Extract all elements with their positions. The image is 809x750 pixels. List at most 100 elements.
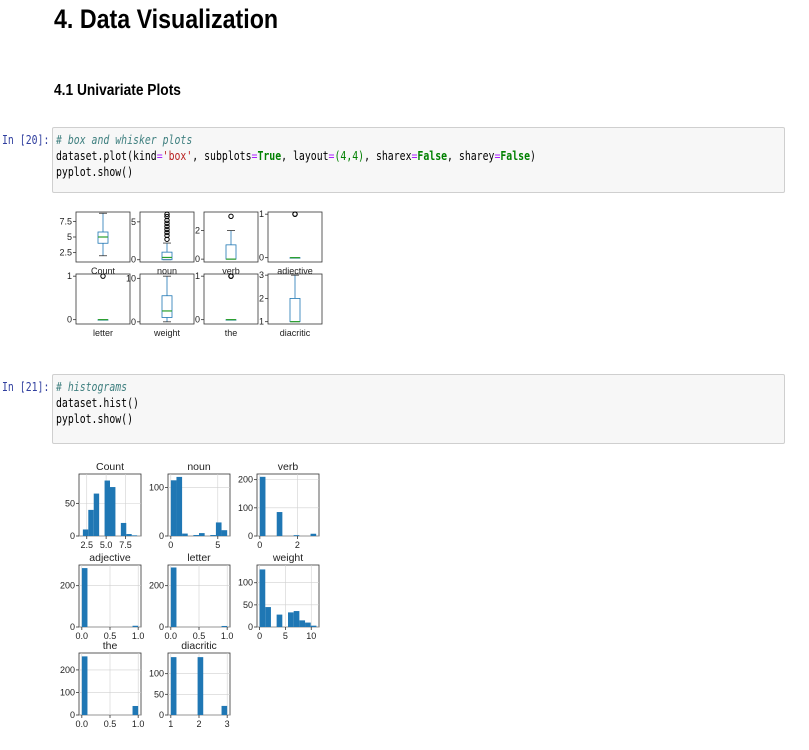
y-tick-label: 100 [149, 483, 164, 493]
hist-bar [221, 705, 228, 715]
y-tick-label: 0 [159, 531, 164, 541]
flier-point [164, 226, 170, 233]
code-comment: # histograms [56, 380, 128, 394]
plot-frame [75, 273, 131, 325]
y-tick-label: 50 [243, 600, 253, 610]
plot-frame [256, 473, 320, 537]
x-category-label: Count [91, 266, 116, 276]
code-token: , layout [281, 149, 329, 163]
hist-bar [310, 533, 317, 536]
flier-point [292, 211, 298, 217]
y-tick-label: 50 [65, 498, 75, 508]
x-tick-label: 0.5 [193, 631, 206, 641]
code-line-2: dataset.hist() [56, 396, 139, 410]
x-tick-label: 0.5 [104, 719, 117, 729]
y-tick-label: 2 [195, 226, 200, 236]
flier-point [164, 213, 170, 220]
hist-bar [176, 476, 183, 536]
code-token: .plot(kind [97, 149, 157, 163]
code-string: 'box' [162, 149, 193, 163]
x-category-label: noun [157, 266, 177, 276]
code-token: = [494, 149, 501, 163]
flier-point [164, 211, 170, 217]
panel-title: weight [272, 552, 303, 564]
x-tick-label: 2.5 [80, 540, 93, 550]
flier-point [164, 217, 170, 224]
code-token: = [251, 149, 258, 163]
y-tick-label: 0 [195, 254, 200, 264]
hist-panel-verb: 0 100 200 0 2 verb [238, 461, 320, 550]
code-keyword: True [257, 149, 282, 163]
hist-bar [126, 534, 132, 536]
code-keyword: False [500, 149, 530, 163]
code-number: (4,4) [334, 149, 365, 163]
y-tick-label: 100 [149, 669, 164, 679]
y-tick-label: 1 [195, 271, 200, 281]
box-iqr [161, 295, 173, 318]
y-tick-label: 50 [154, 689, 164, 699]
box-panel-verb: 0 2 verb [195, 211, 259, 276]
hist-panel-adjective: 0 200 0.0 0.5 1.0 adjective [60, 552, 144, 641]
y-tick-label: 1 [259, 317, 264, 327]
box-iqr [97, 231, 109, 244]
hist-bar [170, 657, 177, 715]
flier-point [164, 229, 170, 236]
y-tick-label: 0 [195, 315, 200, 325]
y-tick-label: 0 [159, 622, 164, 632]
hist-bar [288, 612, 294, 627]
x-tick-label: 1.0 [132, 631, 145, 641]
panel-title: adjective [89, 552, 131, 564]
x-tick-label: 0.0 [76, 719, 89, 729]
y-tick-label: 1 [259, 209, 264, 219]
panel-title: verb [278, 461, 299, 473]
x-category-label: letter [93, 328, 113, 338]
y-tick-label: 7.5 [59, 216, 72, 226]
hist-bar [221, 530, 228, 536]
flier-point [164, 223, 170, 230]
flier-point [228, 213, 234, 219]
hist-bar [131, 535, 138, 536]
x-tick-label: 2 [295, 540, 300, 550]
flier-point [100, 273, 106, 279]
x-tick-label: 2 [196, 719, 201, 729]
code-token: , sharey [447, 149, 495, 163]
hist-bar [276, 512, 283, 536]
hist-bar [193, 535, 199, 536]
code-token: = [411, 149, 418, 163]
hist-bar [82, 529, 89, 536]
hist-bar [110, 487, 116, 536]
code-cell-histograms[interactable]: # histograms dataset.hist() pyplot.show(… [52, 374, 785, 444]
y-tick-label: 2 [259, 293, 264, 303]
code-cell-box-plots[interactable]: # box and whisker plots dataset.plot(kin… [52, 127, 785, 193]
hist-bar [259, 476, 266, 536]
code-token: = [328, 149, 335, 163]
box-panel-adjective: 0 1 adjective [259, 209, 323, 276]
x-category-label: diacritic [280, 328, 311, 338]
x-tick-label: 3 [225, 719, 230, 729]
y-tick-label: 0 [70, 531, 75, 541]
cell-prompt-21: In [21]: [2, 380, 50, 394]
y-tick-label: 200 [238, 475, 253, 485]
hist-bar [210, 535, 216, 536]
x-tick-label: 0.5 [104, 631, 117, 641]
code-token: = [156, 149, 163, 163]
y-tick-label: 0 [70, 622, 75, 632]
hist-bar [265, 607, 271, 627]
box-plot-figure: 2.5 5 7.5 Count 0 5 noun 0 2 verb 0 1 adjective 0 1 let… [59, 209, 323, 338]
x-category-label: verb [222, 266, 240, 276]
x-tick-label: 1 [168, 719, 173, 729]
hist-panel-the: 0 100 200 0.0 0.5 1.0 the [60, 640, 144, 729]
x-tick-label: 0 [257, 540, 262, 550]
hist-bar [88, 509, 94, 536]
box-panel-diacritic: 1 2 3 diacritic [259, 270, 323, 338]
hist-bar [182, 533, 188, 536]
hist-bar [197, 657, 204, 715]
box-panel-the: 0 1 the [195, 271, 259, 338]
y-tick-label: 0 [131, 317, 136, 327]
hist-bar [81, 568, 88, 627]
panel-title: noun [187, 461, 211, 473]
x-tick-label: 10 [306, 631, 316, 641]
hist-bar [132, 625, 139, 627]
code-token: dataset [56, 149, 98, 163]
